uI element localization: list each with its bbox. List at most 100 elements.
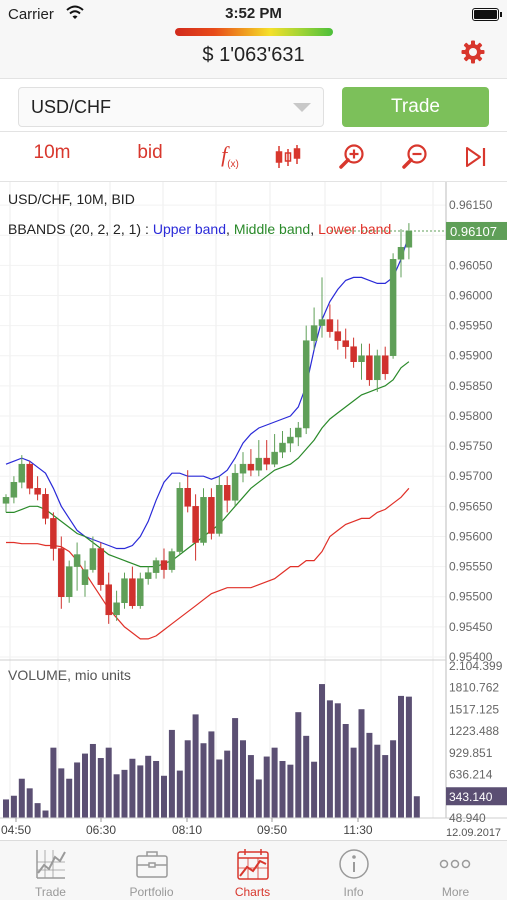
volume-bar: [350, 747, 357, 818]
legend-sep-1: ,: [226, 221, 230, 237]
chart-area[interactable]: 0.961500.961000.960500.960000.959500.959…: [0, 182, 507, 840]
volume-bar: [18, 778, 25, 818]
candle-body: [326, 319, 334, 332]
tab-info-label: Info: [343, 885, 364, 899]
trade-button[interactable]: Trade: [342, 87, 489, 127]
volume-bar: [3, 799, 9, 818]
volume-bar: [382, 755, 389, 818]
volume-bar: [26, 788, 33, 818]
candle-body: [105, 584, 112, 616]
clock: 3:52 PM: [225, 5, 282, 22]
volume-bar: [137, 765, 144, 818]
function-icon-sub: (x): [227, 158, 239, 170]
price-side-button[interactable]: bid: [137, 142, 163, 163]
tab-charts[interactable]: Charts: [202, 841, 303, 900]
time-tick-label: 11:30: [343, 823, 372, 837]
candle-body: [216, 485, 223, 534]
volume-tick-label: 1223.488: [449, 724, 499, 738]
jump-to-end-icon[interactable]: [464, 146, 488, 168]
carrier-label: Carrier: [8, 6, 54, 23]
more-icon: [439, 859, 471, 869]
volume-bar: [247, 755, 254, 818]
candle-body: [42, 494, 49, 519]
timeframe-button[interactable]: 10m: [33, 142, 71, 163]
volume-bar: [398, 695, 404, 818]
zoom-in-icon[interactable]: [338, 143, 366, 171]
price-tick-label: 0.95650: [449, 499, 493, 513]
volume-bar: [50, 747, 57, 818]
middle-band-line: [6, 361, 410, 568]
price-tick-label: 0.95800: [449, 409, 493, 423]
candle-body: [129, 578, 136, 607]
tab-portfolio[interactable]: Portfolio: [101, 841, 202, 900]
volume-tick-label: 1517.125: [449, 702, 499, 716]
volume-bar: [89, 743, 96, 818]
candle-body: [389, 259, 397, 356]
chart-type-icon[interactable]: [274, 144, 302, 170]
bollinger-bands: [5, 235, 410, 640]
candle-body: [405, 230, 413, 248]
candle-body: [208, 497, 215, 534]
volume-bar: [279, 760, 286, 818]
volume-bar: [390, 740, 397, 818]
volume-title: VOLUME, mio units: [8, 667, 131, 683]
briefcase-icon: [136, 851, 168, 878]
volume-bar: [216, 759, 223, 818]
price-tick-label: 0.95700: [449, 469, 493, 483]
volume-bar: [255, 779, 262, 818]
candle-body: [302, 340, 310, 429]
instrument-select[interactable]: USD/CHF: [18, 87, 324, 127]
candle-body: [65, 566, 73, 597]
candle-body: [287, 436, 294, 444]
candle-body: [223, 485, 231, 501]
candle-body: [97, 548, 105, 585]
price-tick-label: 0.95850: [449, 379, 493, 393]
chart-toolbar: 10m bid f(x): [0, 132, 507, 182]
trade-bar: USD/CHF Trade: [0, 78, 507, 132]
volume-bar: [240, 740, 246, 818]
candle-body: [176, 488, 184, 552]
tab-trade[interactable]: Trade: [0, 841, 101, 900]
price-tick-label: 0.95450: [449, 620, 493, 634]
legend-middle-band: Middle band: [234, 221, 310, 237]
chart-grid: [0, 182, 446, 818]
date-label: 12.09.2017: [446, 827, 501, 839]
zoom-out-icon[interactable]: [401, 143, 429, 171]
price-tick-label: 0.96000: [449, 288, 493, 302]
candle-body: [342, 340, 349, 347]
volume-bar: [184, 740, 191, 818]
margin-gauge: [175, 28, 333, 36]
volume-bar: [153, 760, 160, 818]
candle-body: [279, 442, 286, 453]
account-balance: $ 1'063'631: [202, 44, 305, 66]
volume-bar: [334, 703, 341, 818]
calendar-chart-icon: [237, 849, 269, 880]
volume-tick-label: 2.104.399: [449, 659, 503, 673]
gear-icon[interactable]: [461, 40, 485, 64]
volume-bar: [145, 755, 152, 818]
volume-bar: [366, 732, 373, 818]
candle-body: [350, 346, 357, 362]
candle-body: [374, 355, 381, 381]
volume-bar: [208, 731, 215, 818]
tab-more[interactable]: More: [404, 841, 507, 900]
candle-body: [137, 578, 144, 607]
candle-body: [239, 463, 247, 474]
chart-axes: 0.961500.961000.960500.960000.959500.959…: [0, 182, 507, 839]
volume-bar: [105, 747, 112, 818]
candle-body: [318, 319, 326, 326]
volume-bar: [113, 774, 120, 818]
indicators-button[interactable]: f(x): [210, 142, 250, 172]
volume-bar: [192, 714, 199, 818]
candle-body: [271, 451, 278, 465]
candle-body: [2, 497, 10, 504]
volume-bars: [3, 684, 420, 818]
tab-info[interactable]: Info: [303, 841, 404, 900]
volume-bar: [287, 764, 294, 818]
price-tick-label: 0.95400: [449, 650, 493, 664]
time-tick-label: 04:50: [1, 823, 31, 837]
candle-body: [81, 569, 89, 585]
candle-body: [358, 355, 365, 362]
price-chart[interactable]: 0.961500.961000.960500.960000.959500.959…: [0, 182, 507, 840]
volume-bar: [319, 684, 325, 818]
